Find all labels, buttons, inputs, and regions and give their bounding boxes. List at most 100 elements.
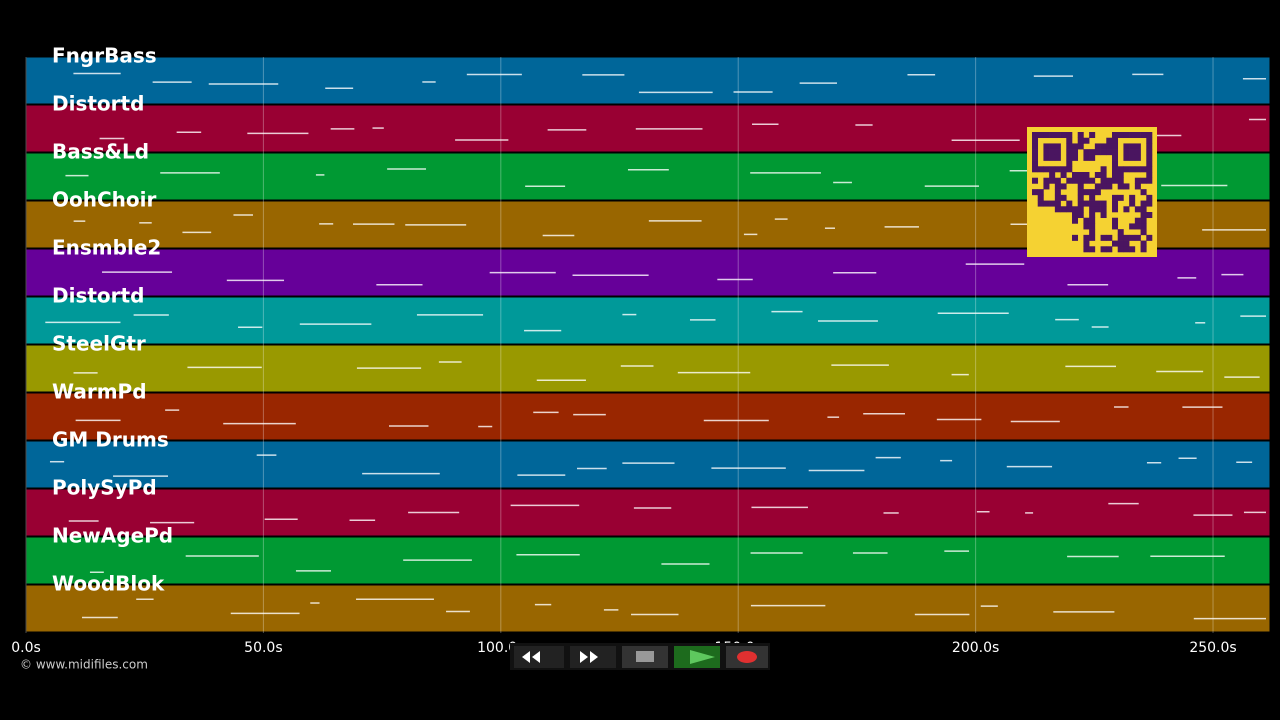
qr-cell xyxy=(1066,206,1073,213)
qr-cell xyxy=(1049,132,1056,139)
qr-cell xyxy=(1072,212,1079,219)
stop-button[interactable] xyxy=(622,646,668,668)
grid xyxy=(25,57,1214,633)
qr-cell xyxy=(1134,143,1141,150)
qr-cell xyxy=(1049,166,1056,173)
play-button[interactable] xyxy=(674,646,720,668)
qr-cell xyxy=(1066,149,1073,156)
qr-cell xyxy=(1129,194,1136,201)
qr-cell xyxy=(1140,200,1147,207)
qr-cell xyxy=(1146,143,1153,150)
track-band xyxy=(25,296,1271,345)
qr-cell xyxy=(1089,223,1096,230)
qr-cell xyxy=(1037,132,1044,139)
rewind-button[interactable] xyxy=(514,646,564,668)
qr-cell xyxy=(1100,183,1107,190)
qr-cell xyxy=(1072,234,1079,241)
forward-button[interactable] xyxy=(570,646,616,668)
qr-cell xyxy=(1083,246,1090,253)
qr-cell xyxy=(1089,132,1096,139)
qr-cell xyxy=(1146,149,1153,156)
qr-cell xyxy=(1146,234,1153,241)
qr-cell xyxy=(1100,177,1107,184)
qr-cell xyxy=(1083,234,1090,241)
qr-cell xyxy=(1129,166,1136,173)
qr-cell xyxy=(1083,154,1090,161)
qr-cell xyxy=(1077,189,1084,196)
qr-cell xyxy=(1049,143,1056,150)
qr-cell xyxy=(1146,200,1153,207)
track-labels: FngrBass Distortd Bass&Ld OohChoir Ensmble2 D… xyxy=(52,44,173,596)
track-name: OohChoir xyxy=(52,188,156,212)
qr-cell xyxy=(1043,143,1050,150)
qr-cell xyxy=(1049,172,1056,179)
track-band xyxy=(25,584,1271,633)
qr-cell xyxy=(1100,212,1107,219)
track-name: WoodBlok xyxy=(52,572,165,596)
track-name: Distortd xyxy=(52,284,144,308)
qr-cell xyxy=(1043,132,1050,139)
qr-cell xyxy=(1112,154,1119,161)
qr-cell xyxy=(1089,194,1096,201)
qr-cell xyxy=(1140,166,1147,173)
qr-cell xyxy=(1140,240,1147,247)
qr-cell xyxy=(1146,212,1153,219)
qr-cell xyxy=(1094,200,1101,207)
tick-label: 0.0s xyxy=(11,640,41,656)
qr-cell xyxy=(1054,200,1061,207)
track-name: FngrBass xyxy=(52,44,157,68)
qr-cell xyxy=(1066,137,1073,144)
qr-cell xyxy=(1112,240,1119,247)
qr-cell xyxy=(1100,206,1107,213)
qr-cell xyxy=(1089,246,1096,253)
qr-cell xyxy=(1083,200,1090,207)
track-band xyxy=(25,344,1271,393)
qr-cell xyxy=(1100,200,1107,207)
qr-cell xyxy=(1083,189,1090,196)
qr-cell xyxy=(1060,194,1067,201)
qr-cell xyxy=(1060,132,1067,139)
qr-cell xyxy=(1117,246,1124,253)
qr-cell xyxy=(1060,206,1067,213)
qr-cell xyxy=(1117,132,1124,139)
tick-label: 250.0s xyxy=(1189,640,1236,656)
qr-cell xyxy=(1060,172,1067,179)
qr-cell xyxy=(1140,189,1147,196)
record-button[interactable] xyxy=(726,646,768,668)
qr-cell xyxy=(1112,166,1119,173)
qr-cell xyxy=(1072,154,1079,161)
qr-cell xyxy=(1117,177,1124,184)
qr-cell xyxy=(1106,183,1113,190)
qr-cell xyxy=(1123,240,1130,247)
qr-code xyxy=(1027,127,1157,257)
qr-cell xyxy=(1100,234,1107,241)
qr-cell xyxy=(1146,160,1153,167)
qr-cell xyxy=(1066,177,1073,184)
qr-cell xyxy=(1140,177,1147,184)
qr-cell xyxy=(1106,234,1113,241)
qr-cell xyxy=(1060,166,1067,173)
qr-cell xyxy=(1054,177,1061,184)
qr-cell xyxy=(1123,149,1130,156)
qr-cell xyxy=(1037,194,1044,201)
qr-cell xyxy=(1032,149,1039,156)
qr-cell xyxy=(1129,154,1136,161)
qr-cell xyxy=(1100,143,1107,150)
track-name: PolySyPd xyxy=(52,476,157,500)
qr-cell xyxy=(1123,154,1130,161)
qr-cell xyxy=(1117,234,1124,241)
qr-cell xyxy=(1123,143,1130,150)
qr-cell xyxy=(1134,132,1141,139)
qr-cell xyxy=(1089,212,1096,219)
track-name: SteelGtr xyxy=(52,332,146,356)
qr-cell xyxy=(1112,177,1119,184)
qr-cell xyxy=(1117,229,1124,236)
qr-cell xyxy=(1094,172,1101,179)
track-band xyxy=(25,536,1271,585)
qr-cell xyxy=(1146,177,1153,184)
qr-cell xyxy=(1032,189,1039,196)
track-band xyxy=(25,440,1271,489)
qr-cell xyxy=(1100,166,1107,173)
